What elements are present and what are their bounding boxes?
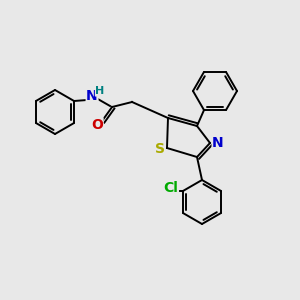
Text: S: S <box>155 142 165 156</box>
Text: N: N <box>212 136 224 150</box>
Text: O: O <box>91 118 103 132</box>
Text: N: N <box>86 89 98 103</box>
Text: Cl: Cl <box>164 181 178 195</box>
Text: H: H <box>95 86 105 96</box>
